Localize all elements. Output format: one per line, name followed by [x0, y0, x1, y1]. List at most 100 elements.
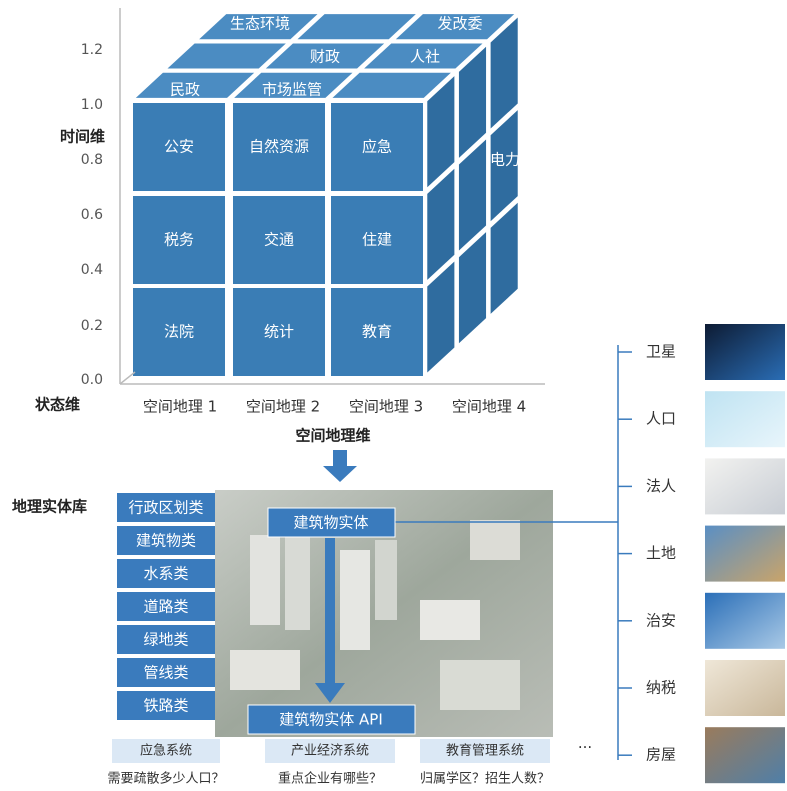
app-name: 应急系统 — [140, 743, 192, 759]
category: 绿地类 — [143, 631, 188, 649]
space-tick: 空间地理 3 — [349, 398, 423, 416]
app-box — [265, 739, 395, 763]
app-question: 归属学区？招生人数？ — [420, 771, 550, 787]
side-cell — [490, 17, 518, 129]
front-cell — [133, 196, 225, 284]
front-label: 应急 — [362, 138, 392, 156]
app-box — [420, 739, 550, 763]
entity-arrow — [315, 538, 345, 703]
app-question: 重点企业有哪些？ — [278, 771, 382, 787]
source-label: 法人 — [646, 477, 676, 495]
top-label: 人社 — [410, 48, 440, 66]
library-title: 地理实体库 — [12, 498, 87, 516]
axes — [119, 8, 545, 385]
source-label: 土地 — [646, 544, 676, 562]
top-cell — [167, 43, 286, 69]
app-question: 需要疏散多少人口？ — [107, 771, 224, 787]
front-cell — [331, 196, 423, 284]
top-label: 财政 — [310, 48, 340, 66]
api: 建筑物实体 API — [279, 711, 383, 729]
thumbnail — [705, 727, 785, 784]
top-label: 发改委 — [437, 15, 482, 33]
side-label: 电力 — [490, 151, 520, 169]
top-label: 市场监管 — [262, 81, 322, 99]
time-tick: 1.2 — [81, 42, 103, 58]
time-ticks: 1.2 1.0 0.8 0.6 0.4 0.2 0.0 — [81, 42, 103, 388]
thumbnail — [705, 660, 785, 716]
category-box — [117, 625, 215, 654]
entity: 建筑物实体 — [293, 514, 368, 532]
category-box — [117, 526, 215, 555]
time-tick: 0.2 — [81, 318, 103, 334]
front-label: 法院 — [164, 323, 194, 341]
time-tick: 0.8 — [81, 152, 103, 168]
category-box — [117, 592, 215, 621]
space-label: 空间地理维 — [295, 427, 370, 445]
front-cell — [233, 196, 325, 284]
side-cell — [458, 46, 487, 158]
category-box — [117, 493, 215, 522]
time-label: 时间维 — [60, 128, 105, 146]
front-label: 税务 — [164, 231, 194, 249]
front-label: 教育 — [362, 323, 392, 341]
front-cell — [133, 288, 225, 376]
category: 水系类 — [143, 565, 188, 583]
front-label: 公安 — [164, 138, 194, 156]
space-tick: 空间地理 4 — [452, 398, 526, 416]
category: 铁路类 — [143, 697, 188, 715]
thumbnail — [705, 458, 785, 515]
space-ticks: 空间地理 1 空间地理 2 空间地理 3 空间地理 4 — [143, 398, 526, 416]
front-cell — [331, 288, 423, 376]
space-tick: 空间地理 2 — [246, 398, 320, 416]
front-label: 交通 — [264, 231, 294, 249]
front-label: 统计 — [264, 323, 294, 341]
source-label: 卫星 — [646, 343, 676, 361]
top-cell — [332, 72, 451, 98]
top-label: 民政 — [170, 81, 200, 99]
top-cell — [297, 14, 416, 40]
top-cell — [199, 14, 318, 40]
source-label: 纳税 — [646, 679, 676, 697]
front-cell — [133, 103, 225, 191]
source-label: 治安 — [646, 611, 676, 629]
top-cell — [135, 72, 255, 98]
app-name: 产业经济系统 — [291, 744, 369, 759]
time-tick: 0.0 — [81, 372, 103, 388]
space-tick: 空间地理 1 — [143, 398, 217, 416]
front-cell — [233, 288, 325, 376]
side-cell — [458, 139, 487, 251]
thumbnail — [705, 525, 785, 582]
source-label: 房屋 — [646, 746, 676, 764]
time-tick: 1.0 — [81, 97, 103, 113]
source-label: 人口 — [646, 410, 676, 428]
app-name: 教育管理系统 — [446, 743, 524, 759]
thumbnail — [705, 391, 785, 448]
top-cell — [395, 14, 515, 40]
side-cell — [427, 168, 455, 280]
thumbnail — [705, 324, 785, 380]
time-tick: 0.6 — [81, 207, 103, 223]
category: 道路类 — [143, 598, 188, 616]
category-box — [117, 559, 215, 588]
category-box — [117, 658, 215, 687]
api-box — [247, 704, 416, 735]
category: 行政区划类 — [128, 499, 203, 517]
category: 建筑物类 — [136, 532, 196, 550]
side-cell — [490, 110, 518, 222]
entity-box — [267, 507, 396, 538]
front-cell — [233, 103, 325, 191]
side-cell — [490, 202, 518, 314]
category-box — [117, 691, 215, 720]
state-label: 状态维 — [35, 396, 80, 414]
thumbnail — [705, 592, 785, 649]
side-cell — [427, 261, 455, 373]
top-label: 生态环境 — [230, 15, 290, 33]
top-cell — [364, 43, 483, 69]
app-box — [112, 739, 220, 763]
category: 管线类 — [143, 664, 188, 682]
top-cell — [265, 43, 385, 69]
